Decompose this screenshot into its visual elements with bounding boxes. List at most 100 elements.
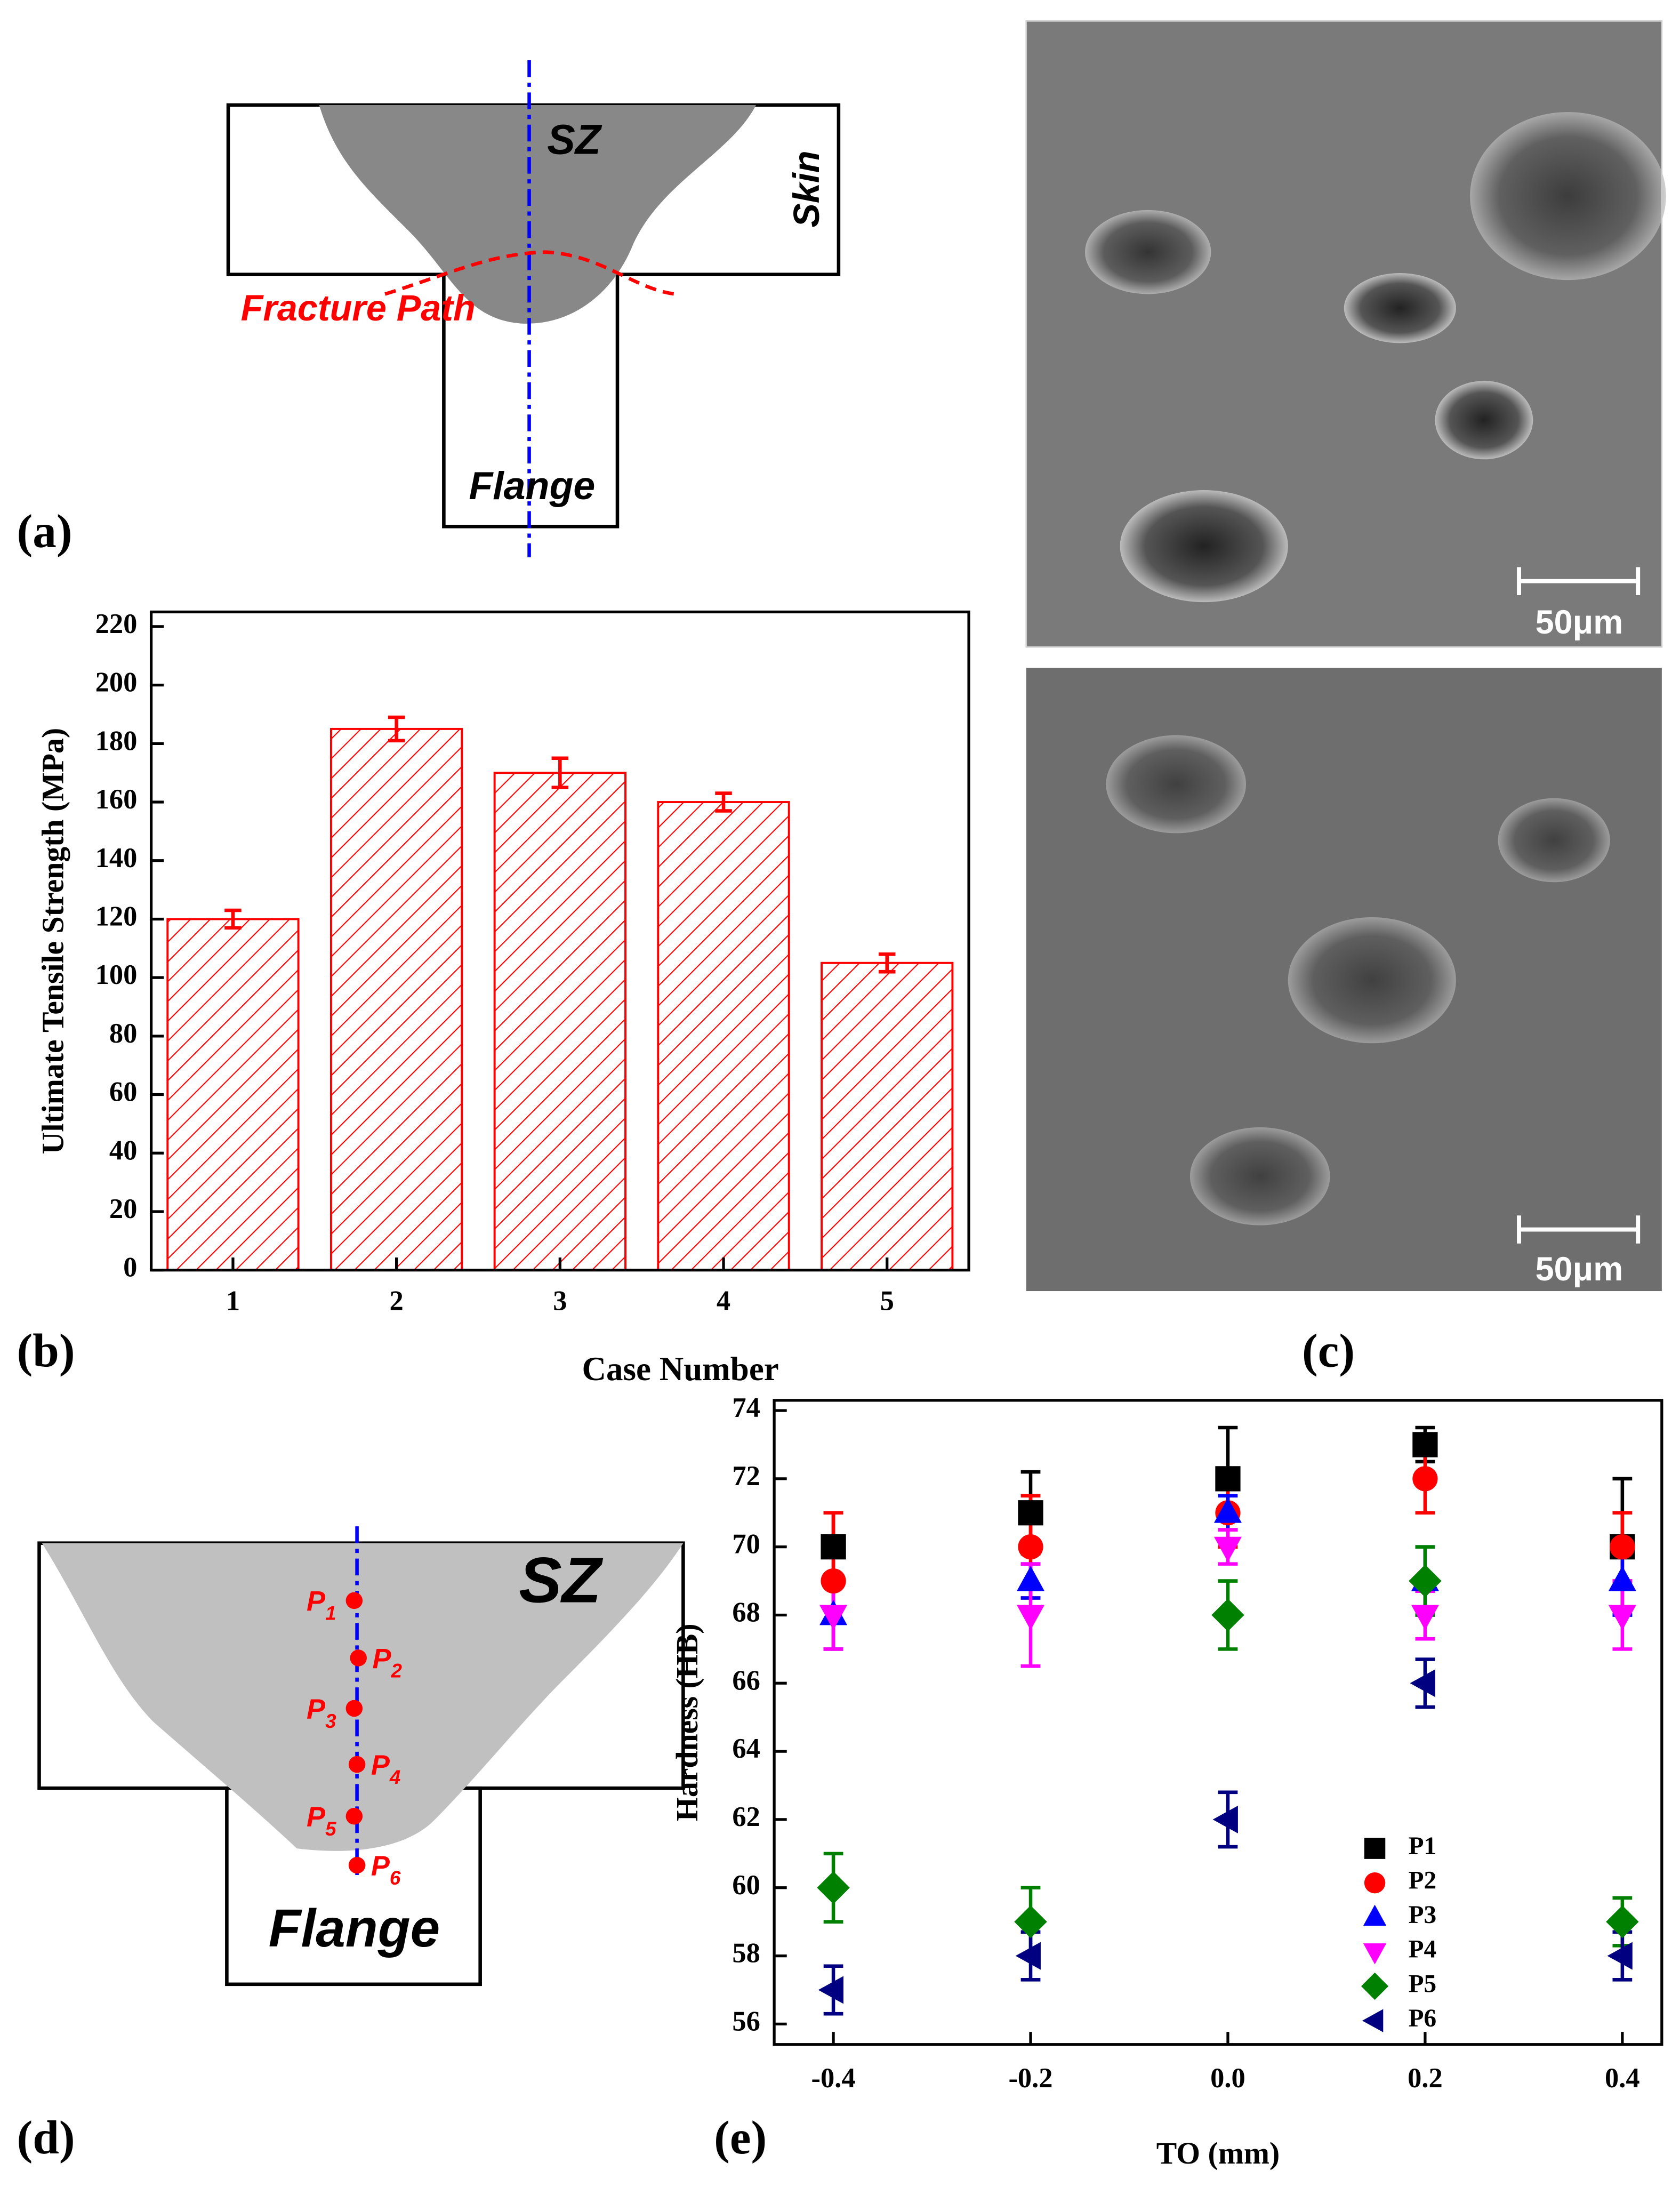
panel-label: (e): [714, 2111, 767, 2164]
y-tick-label: 40: [109, 1135, 138, 1166]
marker: [1410, 1669, 1435, 1697]
bar: [657, 801, 790, 1271]
marker: [1213, 1497, 1242, 1523]
error-bar: [715, 791, 732, 813]
point-name: P: [307, 1585, 326, 1617]
dimple: [1498, 798, 1610, 883]
point-sub: 3: [325, 1710, 336, 1732]
x-axis-title: TO (mm): [1156, 2137, 1280, 2170]
scale-bar: [1517, 1215, 1641, 1244]
point: [350, 1649, 367, 1667]
legend-marker: [1361, 1972, 1389, 2000]
panel-label: (c): [1302, 1324, 1355, 1377]
marker: [1608, 1605, 1636, 1630]
marker: [1018, 1534, 1043, 1560]
y-tick-label: 180: [95, 725, 138, 756]
y-tick-label: 64: [732, 1733, 760, 1764]
y-tick-label: 60: [109, 1077, 138, 1108]
y-tick-label: 58: [732, 1938, 760, 1969]
legend-marker: [1363, 1904, 1387, 1926]
fracture-path-label: Fracture Path: [241, 288, 476, 329]
legend-label: P4: [1409, 1936, 1437, 1964]
error-bar: [224, 908, 242, 930]
x-tick-label: 4: [717, 1286, 730, 1317]
y-tick-label: 66: [732, 1665, 760, 1696]
micrograph-top: 50μm: [1025, 20, 1666, 648]
image-frame: [1025, 20, 1663, 648]
marker: [1213, 1536, 1242, 1563]
point: [345, 1700, 363, 1717]
bar: [821, 962, 954, 1271]
flange-label: Flange: [469, 463, 595, 508]
scale-bar: [1517, 567, 1641, 595]
panel-label: (a): [17, 505, 73, 558]
y-tick-label: 62: [732, 1801, 760, 1832]
diagram-a: SZ Skin Fracture Path Flange: [226, 60, 841, 558]
legend-label: P5: [1409, 1970, 1437, 1998]
legend-marker: [1364, 1872, 1386, 1894]
point-label: P1: [307, 1585, 336, 1624]
scale-label: 50μm: [1536, 1251, 1623, 1288]
point-label: P4: [371, 1750, 400, 1788]
panel-label: (b): [17, 1324, 75, 1377]
y-tick-label: 220: [95, 608, 138, 639]
y-tick-label: 140: [95, 843, 138, 874]
y-tick-label: 200: [95, 667, 138, 698]
stir-zone: [319, 105, 756, 324]
legend-marker: [1362, 2009, 1384, 2032]
error-bar: [878, 952, 896, 974]
marker: [1215, 1466, 1241, 1492]
point-label: P6: [371, 1850, 401, 1889]
point-label: P2: [372, 1643, 402, 1681]
marker: [1015, 1942, 1041, 1970]
dimple: [1288, 917, 1456, 1044]
legend-marker: [1364, 1838, 1386, 1859]
sz-label: SZ: [519, 1544, 604, 1616]
legend-marker: [1363, 1943, 1387, 1965]
marker: [818, 1976, 843, 2004]
micrograph-bottom: 50μm: [1026, 668, 1662, 1292]
marker: [1212, 1805, 1238, 1833]
marker: [1608, 1566, 1636, 1591]
point-name: P: [307, 1694, 326, 1725]
y-tick-label: 60: [732, 1870, 760, 1901]
scale-label: 50μm: [1536, 604, 1623, 641]
x-tick-label: 0.0: [1210, 2063, 1245, 2094]
x-tick-label: 0.4: [1605, 2063, 1640, 2094]
x-tick-label: -0.2: [1008, 2063, 1052, 2094]
y-tick-label: 20: [109, 1193, 138, 1224]
x-axis-title: Case Number: [582, 1350, 779, 1388]
x-tick-label: 5: [880, 1286, 894, 1317]
y-tick-label: 68: [732, 1597, 760, 1628]
point: [348, 1756, 366, 1773]
fracture-line: [384, 250, 676, 296]
y-tick-label: 72: [732, 1461, 760, 1492]
marker: [1017, 1605, 1045, 1630]
point: [348, 1856, 366, 1874]
marker: [1018, 1500, 1043, 1526]
y-tick-label: 56: [732, 2006, 760, 2037]
stir-zone: [42, 1543, 684, 1851]
point-name: P: [307, 1801, 326, 1833]
x-tick-label: 2: [390, 1286, 404, 1317]
point-sub: 5: [325, 1818, 336, 1840]
point-label: P3: [307, 1694, 336, 1732]
dimple: [1106, 735, 1246, 834]
point-sub: 6: [390, 1867, 401, 1889]
chart-scatter: 56 58 60 62 64 66 68 70 72 74 Hardness (HB) -0.4 -0.…: [671, 1392, 1663, 2170]
y-axis-title: Ultimate Tensile Strength (MPa): [36, 728, 70, 1154]
x-tick-label: -0.4: [811, 2063, 856, 2094]
x-tick-label: 0.2: [1408, 2063, 1443, 2094]
y-tick-label: 100: [95, 959, 138, 990]
marker: [817, 1871, 850, 1904]
point-sub: 1: [325, 1602, 336, 1624]
point-name: P: [372, 1643, 391, 1675]
skin-label: Skin: [786, 150, 827, 227]
dimple: [1344, 273, 1456, 343]
marker: [1607, 1942, 1633, 1970]
chart-bar: 0 20 40 60 80 100 120 140 160 180 200 220 Ultimate T…: [36, 608, 970, 1388]
